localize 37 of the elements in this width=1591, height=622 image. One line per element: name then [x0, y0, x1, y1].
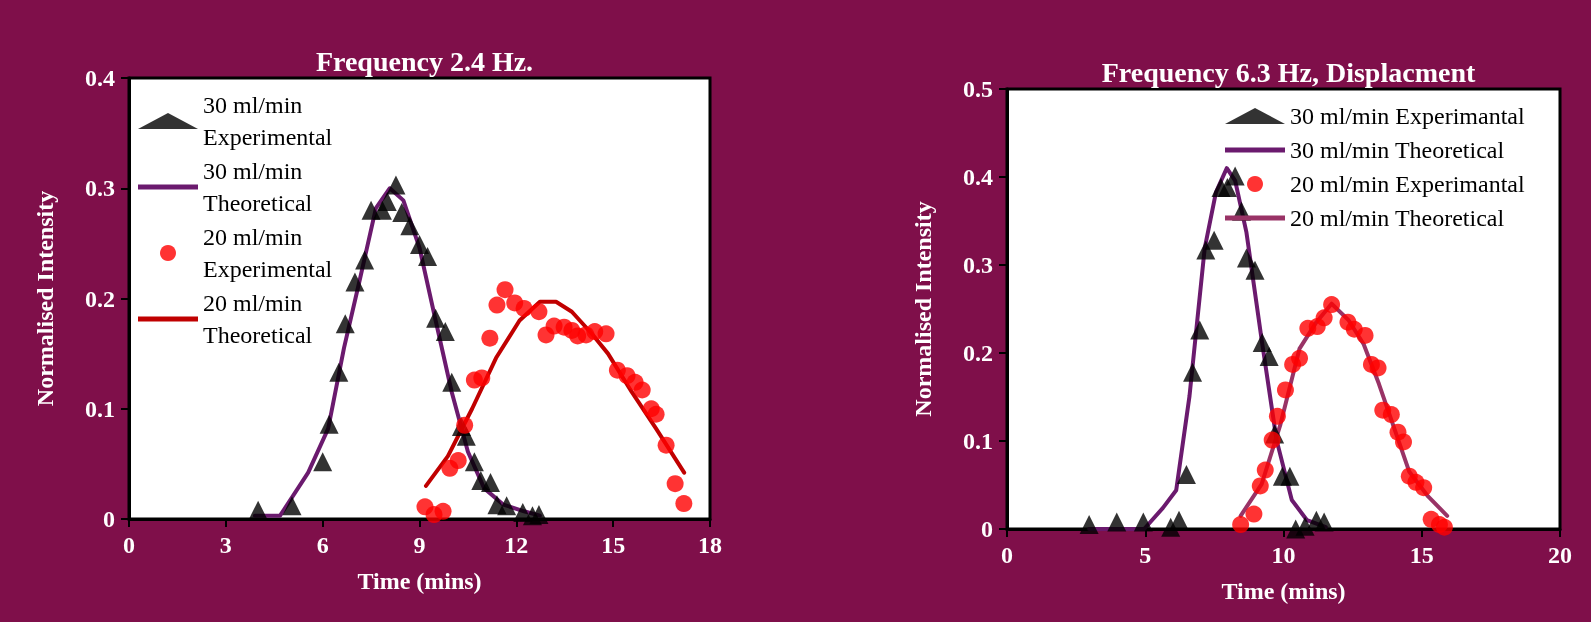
y-tick-label: 0	[981, 516, 993, 542]
x-tick-label: 18	[698, 532, 722, 558]
legend-label: 30 ml/min Theoretical	[1290, 137, 1505, 163]
legend-label: 20 ml/min Experimantal	[1290, 171, 1525, 197]
legend-label: 20 ml/min Experimental	[203, 224, 333, 282]
x-tick-label: 12	[504, 532, 529, 558]
x-axis-title: Time (mins)	[357, 568, 482, 594]
legend-label: 30 ml/min Experimantal	[1290, 103, 1525, 129]
legend-label: 20 ml/min Theoretical	[203, 290, 313, 348]
x-tick-label: 10	[1271, 542, 1296, 568]
x-tick-label: 15	[601, 532, 626, 558]
legend-label: 30 ml/min Experimental	[203, 92, 333, 150]
y-tick-label: 0.1	[963, 428, 993, 454]
x-tick-label: 3	[219, 532, 232, 558]
y-tick-label: 0.4	[963, 164, 993, 190]
y-axis-title: Normalised Intensity	[32, 190, 58, 407]
y-tick-label: 0.2	[85, 285, 115, 312]
y-tick-label: 0.3	[85, 175, 115, 202]
chart-title: Frequency 6.3 Hz, Displacment	[1101, 56, 1476, 88]
x-tick-label: 6	[316, 532, 329, 558]
x-tick-label: 20	[1548, 542, 1572, 568]
x-tick-label: 9	[413, 532, 426, 558]
y-tick-label: 0.5	[963, 76, 993, 102]
y-axis-title: Normalised Intensity	[910, 201, 936, 417]
chart-title: Frequency 2.4 Hz.	[315, 45, 534, 77]
y-tick-label: 0.3	[963, 252, 993, 278]
legend-label: 20 ml/min Theoretical	[1290, 205, 1505, 231]
legend-label: 30 ml/min Theoretical	[203, 158, 313, 216]
x-tick-label: 15	[1409, 542, 1434, 568]
y-tick-label: 0.1	[85, 395, 115, 422]
x-tick-label: 5	[1139, 542, 1152, 568]
y-tick-label: 0.2	[963, 340, 993, 366]
x-tick-label: 0	[123, 532, 135, 558]
y-tick-label: 0	[103, 506, 115, 532]
y-tick-label: 0.4	[85, 65, 115, 91]
x-axis-title: Time (mins)	[1221, 578, 1346, 604]
x-tick-label: 0	[1001, 542, 1013, 568]
